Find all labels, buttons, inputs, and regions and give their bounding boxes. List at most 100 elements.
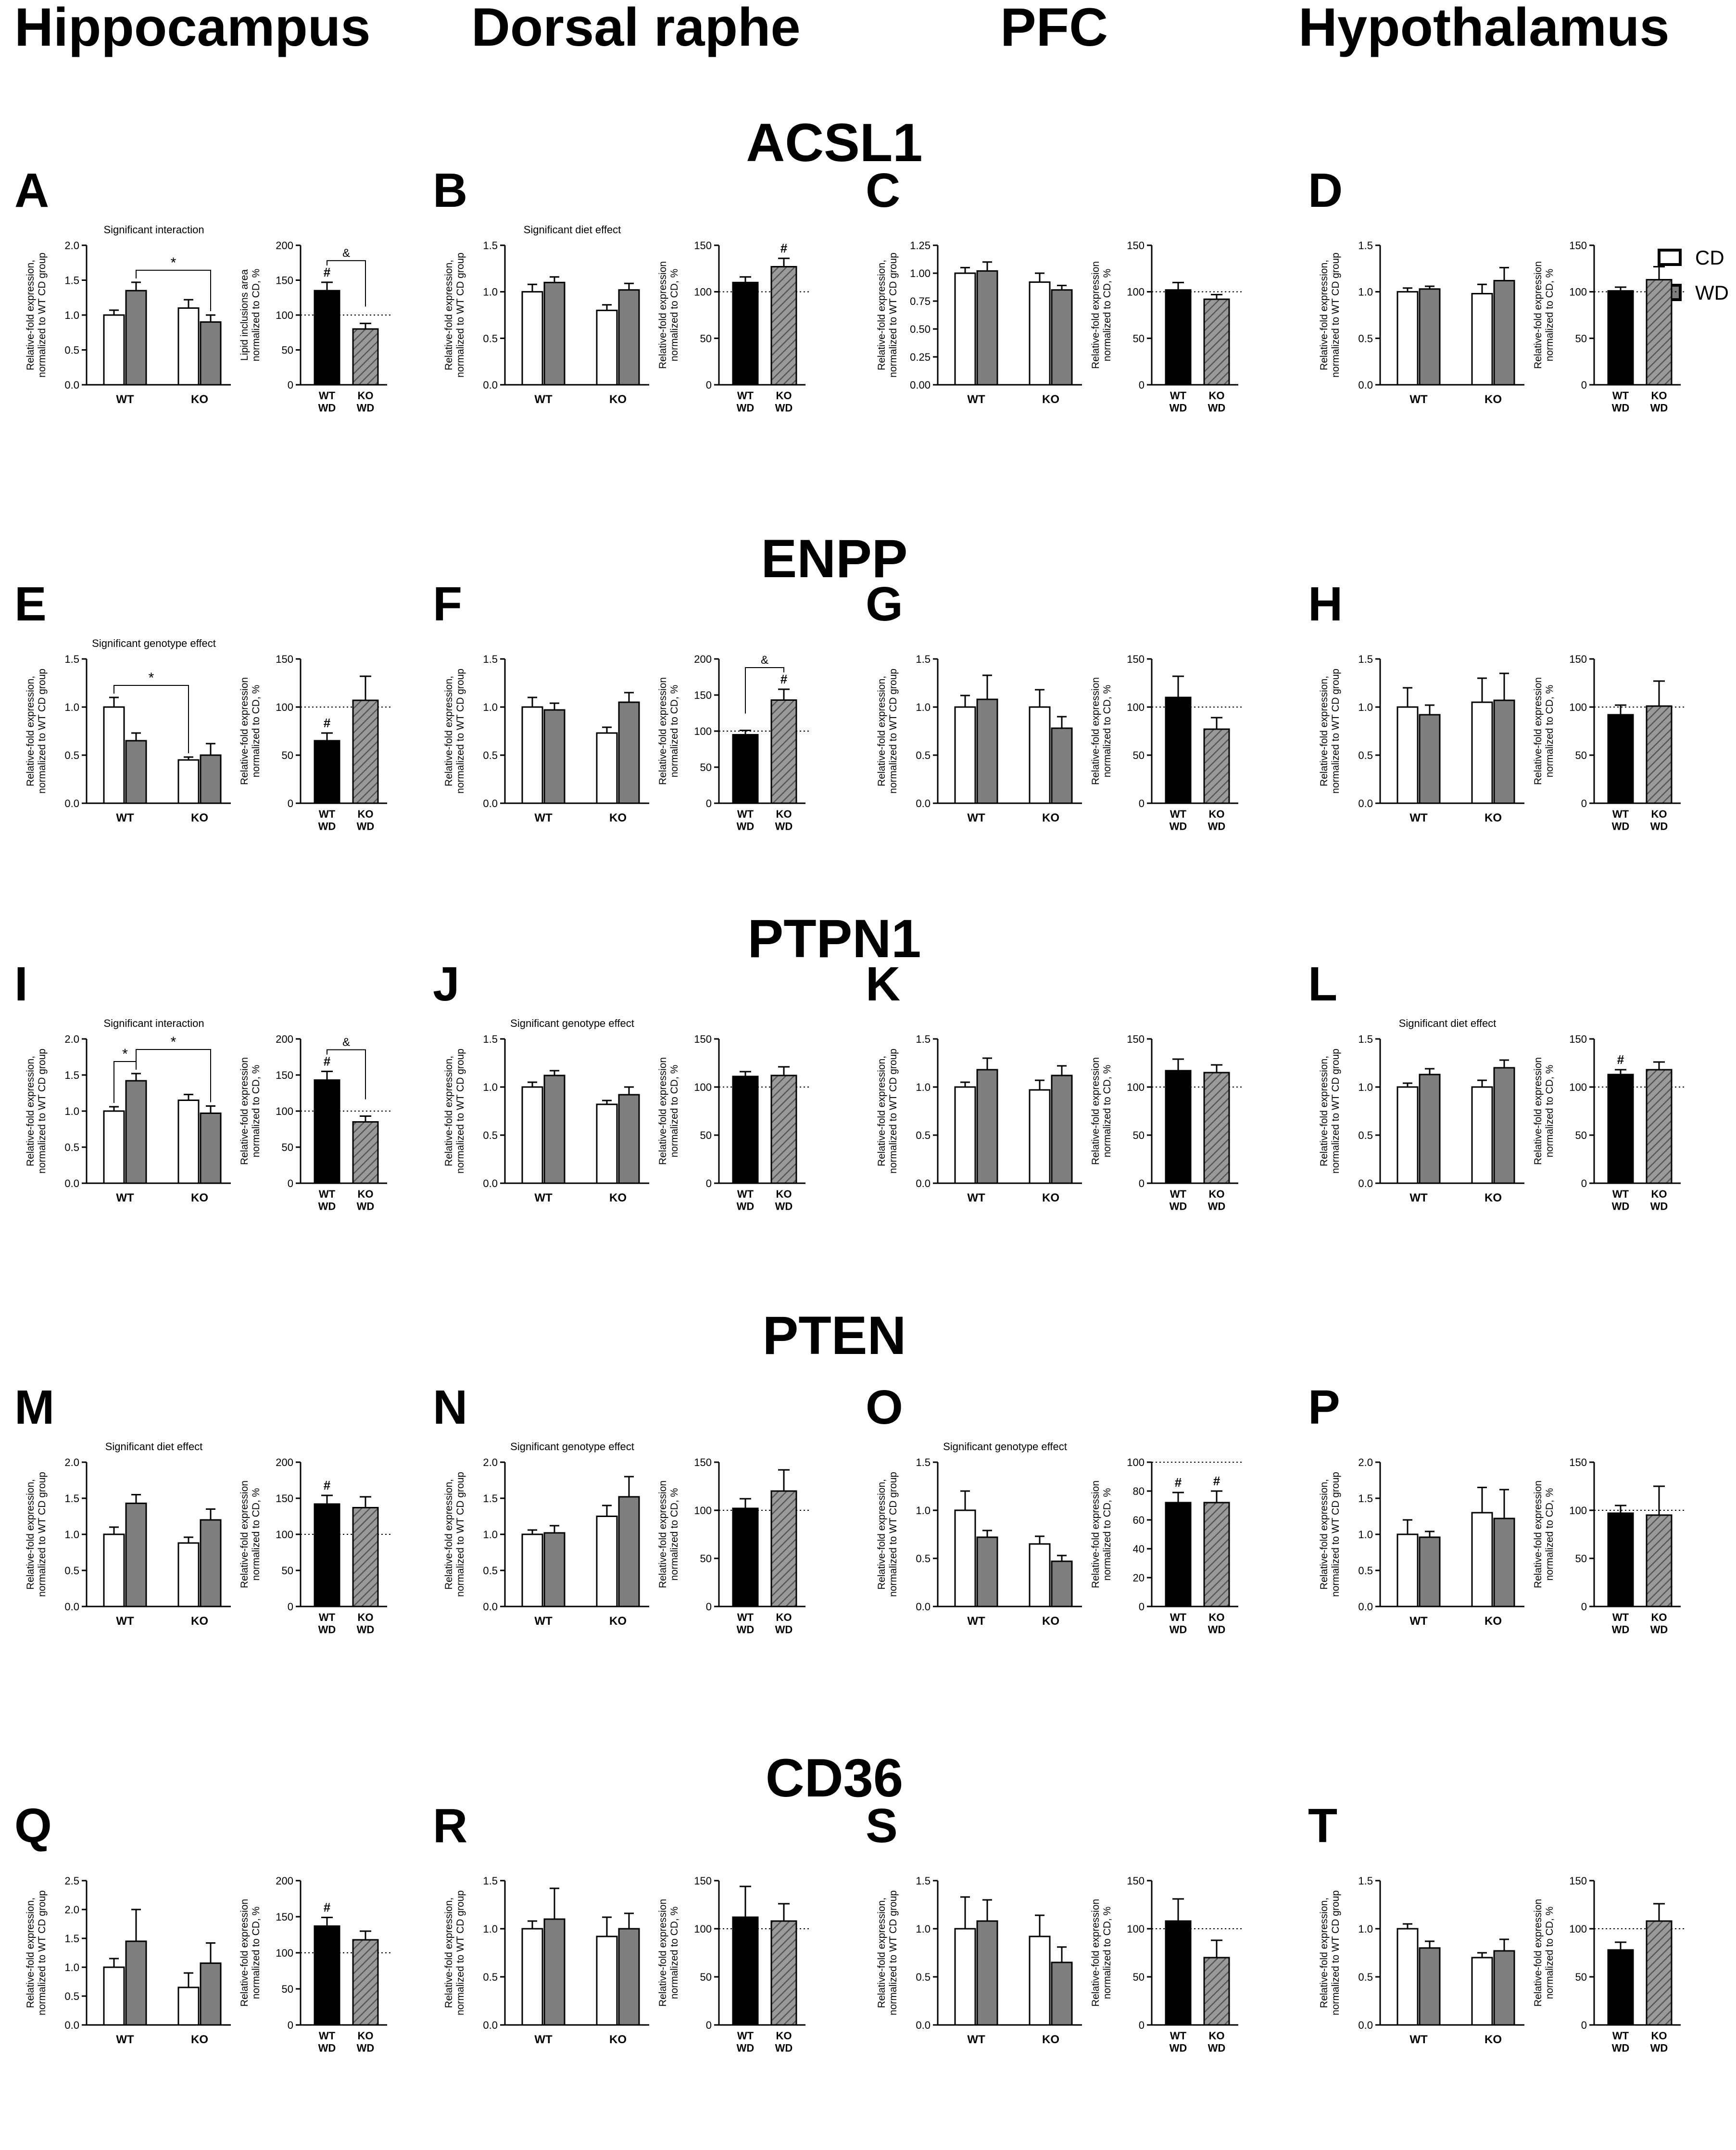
bar-ko-wd — [770, 1075, 797, 1184]
y-tick-label: 50 — [282, 1983, 293, 1995]
x-category-label: KO — [1042, 393, 1059, 406]
x-category-label: KO WD — [1650, 2030, 1668, 2054]
panel-letter: I — [14, 957, 28, 1011]
y-tick-label: 1.0 — [64, 1529, 79, 1541]
y-axis-label: Relative-fold expressionnormalized to CD… — [239, 1899, 262, 2007]
panel-letter: L — [1308, 957, 1337, 1011]
panel-letter: E — [14, 577, 47, 631]
y-tick-label: 50 — [1133, 1971, 1145, 1983]
bar-ko-wd — [352, 699, 379, 804]
y-tick-label: 1.0 — [916, 701, 931, 713]
panel-letter: P — [1308, 1380, 1340, 1434]
bar-cd-wt — [954, 1086, 976, 1184]
significance-star: * — [122, 1046, 128, 1062]
bar-wd-ko — [200, 1519, 222, 1607]
x-category-label: KO WD — [775, 1611, 793, 1635]
x-category-label: WT WD — [1170, 808, 1187, 832]
y-axis-label: Relative-fold expression,normalized to W… — [876, 1472, 899, 1597]
y-tick-label: 150 — [276, 1492, 293, 1505]
y-tick-label: 0 — [1139, 379, 1145, 391]
hash-mark: # — [1175, 1475, 1182, 1490]
y-tick-label: 50 — [1133, 1129, 1145, 1141]
bar-cd-ko — [596, 1103, 618, 1184]
row-header-pten: PTEN — [763, 1305, 906, 1366]
y-tick-label: 100 — [694, 1923, 712, 1935]
y-tick-label: 100 — [694, 725, 712, 737]
x-category-label: KO WD — [775, 808, 793, 832]
y-tick-label: 0.5 — [483, 1971, 498, 1983]
y-tick-label: 1.0 — [483, 701, 498, 713]
bar-wd-ko — [618, 289, 640, 386]
bar-wt-wd — [732, 1916, 759, 2026]
y-tick-label: 2.0 — [64, 1456, 79, 1468]
y-tick-label: 0.0 — [1358, 1177, 1373, 1189]
y-tick-label: 1.5 — [916, 1456, 931, 1468]
x-category-label: KO — [1484, 2033, 1502, 2046]
legend-swatch-cd — [1658, 249, 1682, 266]
y-axis-label: Relative-fold expressionnormalized to CD… — [657, 677, 680, 785]
bar-wd-ko — [200, 321, 222, 386]
y-tick-label: 50 — [282, 344, 293, 356]
y-axis-label: Relative-fold expression,normalized to W… — [443, 1049, 466, 1174]
bar-cd-ko — [177, 1100, 200, 1184]
bar-wd-wt — [1419, 1947, 1441, 2026]
x-category-label: WT WD — [1170, 1611, 1187, 1635]
y-tick-label: 1.5 — [483, 653, 498, 665]
y-tick-label: 0 — [1139, 1177, 1145, 1189]
y-tick-label: 0.75 — [910, 295, 931, 307]
y-tick-label: 50 — [1575, 749, 1587, 761]
y-axis-label: Relative-fold expression,normalized to W… — [1319, 1472, 1341, 1597]
y-axis-label: Relative-fold expression,normalized to W… — [876, 1890, 899, 2015]
bar-wt-wd — [314, 740, 340, 804]
bar-cd-wt — [103, 1533, 125, 1607]
y-tick-label: 0.0 — [64, 2019, 79, 2031]
panel-letter: M — [14, 1380, 54, 1434]
panel-l: L 0.0 0.5 1.0 1.5 Relative-fold expression,no… — [1308, 957, 1686, 1212]
x-category-label: KO — [609, 1191, 627, 1204]
bar-ko-wd — [1646, 705, 1673, 804]
x-category-label: KO WD — [775, 390, 793, 414]
x-category-label: WT — [1409, 2033, 1428, 2046]
y-tick-label: 0.5 — [64, 1141, 79, 1153]
panel-letter: R — [433, 1799, 467, 1853]
y-tick-label: 150 — [1569, 653, 1587, 665]
bar-cd-wt — [103, 1110, 125, 1184]
x-category-label: WT — [116, 1191, 134, 1204]
y-tick-label: 200 — [276, 1033, 293, 1045]
hash-mark: # — [780, 672, 788, 686]
y-tick-label: 1.0 — [483, 286, 498, 298]
y-tick-label: 200 — [276, 240, 293, 252]
x-category-label: WT — [967, 811, 985, 824]
panel-letter: D — [1308, 164, 1343, 217]
bar-wd-ko — [1493, 699, 1515, 804]
y-axis-label: Relative-fold expressionnormalized to CD… — [239, 1480, 262, 1588]
legend-label-wd: WD — [1695, 281, 1729, 304]
bar-ko-wd — [1646, 1514, 1673, 1607]
y-tick-label: 0.5 — [1358, 332, 1373, 344]
hash-mark: # — [324, 265, 331, 279]
y-tick-label: 50 — [700, 1553, 712, 1565]
bar-wd-wt — [1419, 288, 1441, 386]
y-tick-label: 50 — [1575, 1971, 1587, 1983]
y-tick-label: 1.5 — [916, 1033, 931, 1045]
y-axis-label: Relative-fold expression,normalized to W… — [876, 253, 899, 378]
bar-wt-wd — [314, 1079, 340, 1184]
y-tick-label: 1.0 — [1358, 286, 1373, 298]
bar-ko-wd — [352, 1121, 379, 1184]
chart-title: Significant diet effect — [524, 224, 621, 236]
panel-k: K 0.0 0.5 1.0 1.5 Relative-fold expression,no… — [866, 957, 1243, 1212]
bar-ko-wd — [1203, 298, 1230, 386]
y-tick-label: 1.0 — [916, 1923, 931, 1935]
y-tick-label: 1.5 — [1358, 1033, 1373, 1045]
y-axis-label: Relative-fold expression,normalized to W… — [443, 1472, 466, 1597]
bar-ko-wd — [1646, 1920, 1673, 2026]
x-category-label: WT WD — [737, 808, 755, 832]
bar-wd-wt — [1419, 1536, 1441, 1607]
significance-bracket — [136, 269, 211, 311]
y-tick-label: 50 — [282, 749, 293, 761]
bar-cd-wt — [521, 1533, 543, 1607]
ampersand-mark: & — [342, 247, 350, 260]
y-tick-label: 0.25 — [910, 351, 931, 363]
y-tick-label: 100 — [276, 1105, 293, 1117]
chart-title: Significant diet effect — [105, 1441, 203, 1453]
